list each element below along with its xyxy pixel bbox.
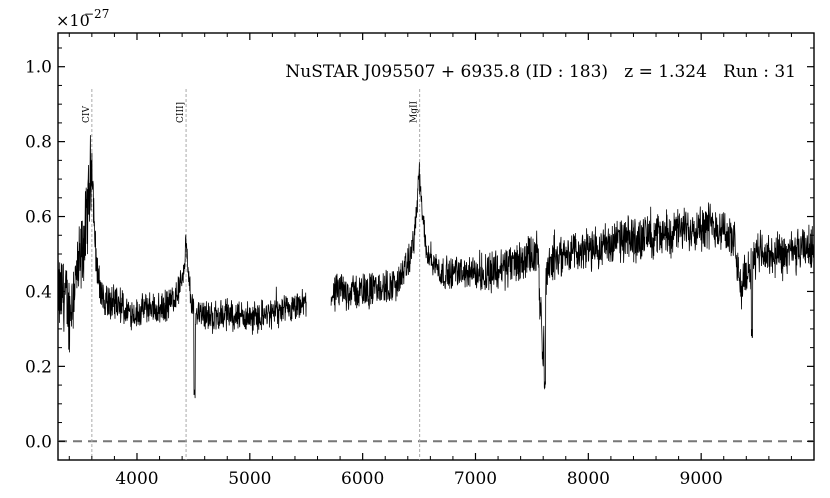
x-tick-label: 9000 bbox=[680, 469, 723, 489]
spectrum-layer bbox=[57, 135, 815, 399]
emission-line-layer: CIV CIII] MgII bbox=[82, 89, 421, 460]
y-scale-exponent: −27 bbox=[84, 7, 109, 21]
ticks-layer: 4000 5000 6000 7000 8000 9000 0.0 0.2 0.4 0.6 0.8 1… bbox=[25, 33, 814, 489]
x-tick-label: 7000 bbox=[454, 469, 497, 489]
y-scale-label: ×10 bbox=[56, 11, 90, 30]
y-tick-label: 0.0 bbox=[25, 432, 52, 452]
spectrum-trace bbox=[57, 135, 307, 399]
emission-line-label: CIII] bbox=[176, 102, 186, 123]
emission-line-label: CIV bbox=[82, 106, 92, 123]
x-tick-label: 5000 bbox=[228, 469, 271, 489]
chart-title: NuSTAR J095507 + 6935.8 (ID : 183) z = 1… bbox=[285, 62, 796, 82]
y-tick-label: 0.6 bbox=[25, 208, 52, 228]
y-tick-label: 0.8 bbox=[25, 133, 52, 153]
x-tick-label: 8000 bbox=[567, 469, 610, 489]
spectrum-trace bbox=[330, 162, 815, 390]
x-tick-label: 4000 bbox=[115, 469, 158, 489]
y-tick-label: 0.2 bbox=[25, 357, 52, 377]
emission-line-label: MgII bbox=[410, 100, 420, 123]
y-tick-label: 1.0 bbox=[25, 58, 52, 78]
y-tick-label: 0.4 bbox=[25, 282, 52, 302]
plot-frame bbox=[57, 32, 815, 461]
x-tick-label: 6000 bbox=[341, 469, 384, 489]
